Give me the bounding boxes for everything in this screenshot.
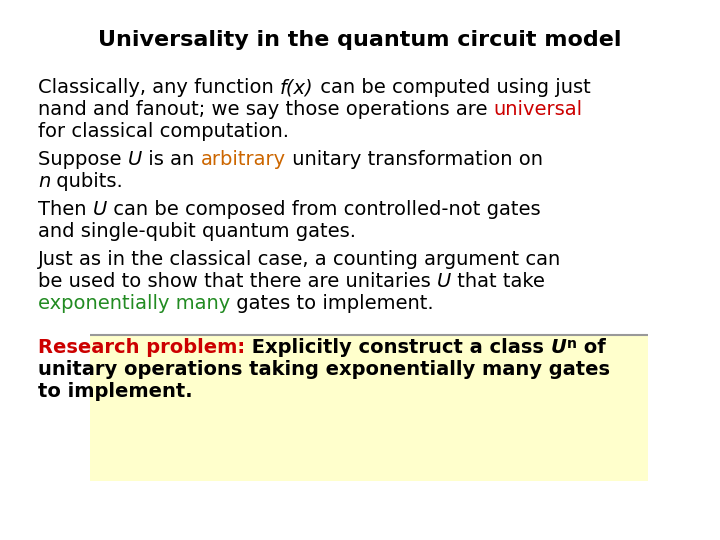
Text: unitary transformation on: unitary transformation on	[286, 150, 543, 169]
Text: gates to implement.: gates to implement.	[230, 294, 434, 313]
Text: Universality in the quantum circuit model: Universality in the quantum circuit mode…	[98, 30, 622, 50]
Text: Just as in the classical case, a counting argument can: Just as in the classical case, a countin…	[38, 250, 562, 269]
Text: be used to show that there are unitaries: be used to show that there are unitaries	[38, 272, 437, 291]
Text: arbitrary: arbitrary	[200, 150, 286, 169]
Text: Suppose: Suppose	[38, 150, 127, 169]
Text: n: n	[567, 337, 577, 351]
Text: f(x): f(x)	[280, 78, 314, 97]
Text: U: U	[551, 338, 567, 357]
Text: U: U	[437, 272, 451, 291]
Text: to implement.: to implement.	[38, 382, 193, 401]
Text: can be computed using just: can be computed using just	[314, 78, 590, 97]
Text: Research problem:: Research problem:	[38, 338, 245, 357]
Text: that take: that take	[451, 272, 545, 291]
FancyBboxPatch shape	[18, 335, 700, 530]
Text: of: of	[577, 338, 606, 357]
Text: qubits.: qubits.	[50, 172, 123, 191]
Text: for classical computation.: for classical computation.	[38, 122, 289, 141]
Text: can be composed from controlled-not gates: can be composed from controlled-not gate…	[107, 200, 541, 219]
Text: U: U	[127, 150, 142, 169]
Text: Then: Then	[38, 200, 93, 219]
Text: Explicitly construct a class: Explicitly construct a class	[245, 338, 551, 357]
Text: U: U	[93, 200, 107, 219]
Text: nand and fanout; we say those operations are: nand and fanout; we say those operations…	[38, 100, 494, 119]
Text: Classically, any function: Classically, any function	[38, 78, 280, 97]
Text: universal: universal	[494, 100, 583, 119]
Text: exponentially many: exponentially many	[38, 294, 230, 313]
Text: n: n	[38, 172, 50, 191]
Text: is an: is an	[142, 150, 200, 169]
Text: unitary operations taking exponentially many gates: unitary operations taking exponentially …	[38, 360, 610, 379]
Text: and single-qubit quantum gates.: and single-qubit quantum gates.	[38, 222, 356, 241]
